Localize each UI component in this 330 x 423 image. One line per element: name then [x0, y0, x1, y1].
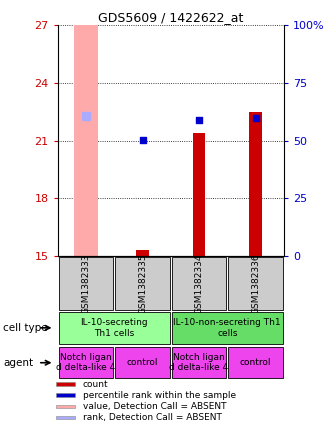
Bar: [59, 348, 113, 378]
Point: [83, 112, 89, 119]
Text: value, Detection Call = ABSENT: value, Detection Call = ABSENT: [83, 402, 226, 411]
Text: GSM1382336: GSM1382336: [251, 253, 260, 314]
Bar: [56, 393, 75, 397]
Text: Notch ligan
d delta-like 4: Notch ligan d delta-like 4: [169, 353, 229, 372]
Bar: [115, 257, 170, 310]
Text: GSM1382335: GSM1382335: [138, 253, 147, 314]
Bar: [56, 404, 75, 408]
Text: GSM1382333: GSM1382333: [82, 253, 90, 314]
Bar: [193, 133, 205, 256]
Text: percentile rank within the sample: percentile rank within the sample: [83, 391, 236, 400]
Text: GSM1382334: GSM1382334: [194, 253, 204, 314]
Text: count: count: [83, 379, 108, 389]
Text: control: control: [240, 358, 271, 367]
Bar: [172, 257, 226, 310]
Bar: [74, 25, 98, 256]
Bar: [56, 382, 75, 386]
Text: Notch ligan
d delta-like 4: Notch ligan d delta-like 4: [56, 353, 116, 372]
Text: cell type: cell type: [3, 323, 48, 333]
Point: [196, 116, 202, 123]
Text: control: control: [127, 358, 158, 367]
Point: [253, 114, 258, 121]
Point: [140, 136, 145, 143]
Text: IL-10-secreting
Th1 cells: IL-10-secreting Th1 cells: [81, 318, 148, 338]
Bar: [59, 257, 113, 310]
Text: rank, Detection Call = ABSENT: rank, Detection Call = ABSENT: [83, 413, 221, 422]
Text: agent: agent: [3, 358, 33, 368]
Title: GDS5609 / 1422622_at: GDS5609 / 1422622_at: [98, 11, 244, 24]
Bar: [228, 257, 283, 310]
Bar: [136, 250, 149, 256]
Bar: [56, 416, 75, 419]
Bar: [249, 112, 262, 256]
Bar: [172, 312, 283, 344]
Text: IL-10-non-secreting Th1
cells: IL-10-non-secreting Th1 cells: [174, 318, 281, 338]
Bar: [59, 312, 170, 344]
Bar: [172, 348, 226, 378]
Bar: [115, 348, 170, 378]
Bar: [228, 348, 283, 378]
